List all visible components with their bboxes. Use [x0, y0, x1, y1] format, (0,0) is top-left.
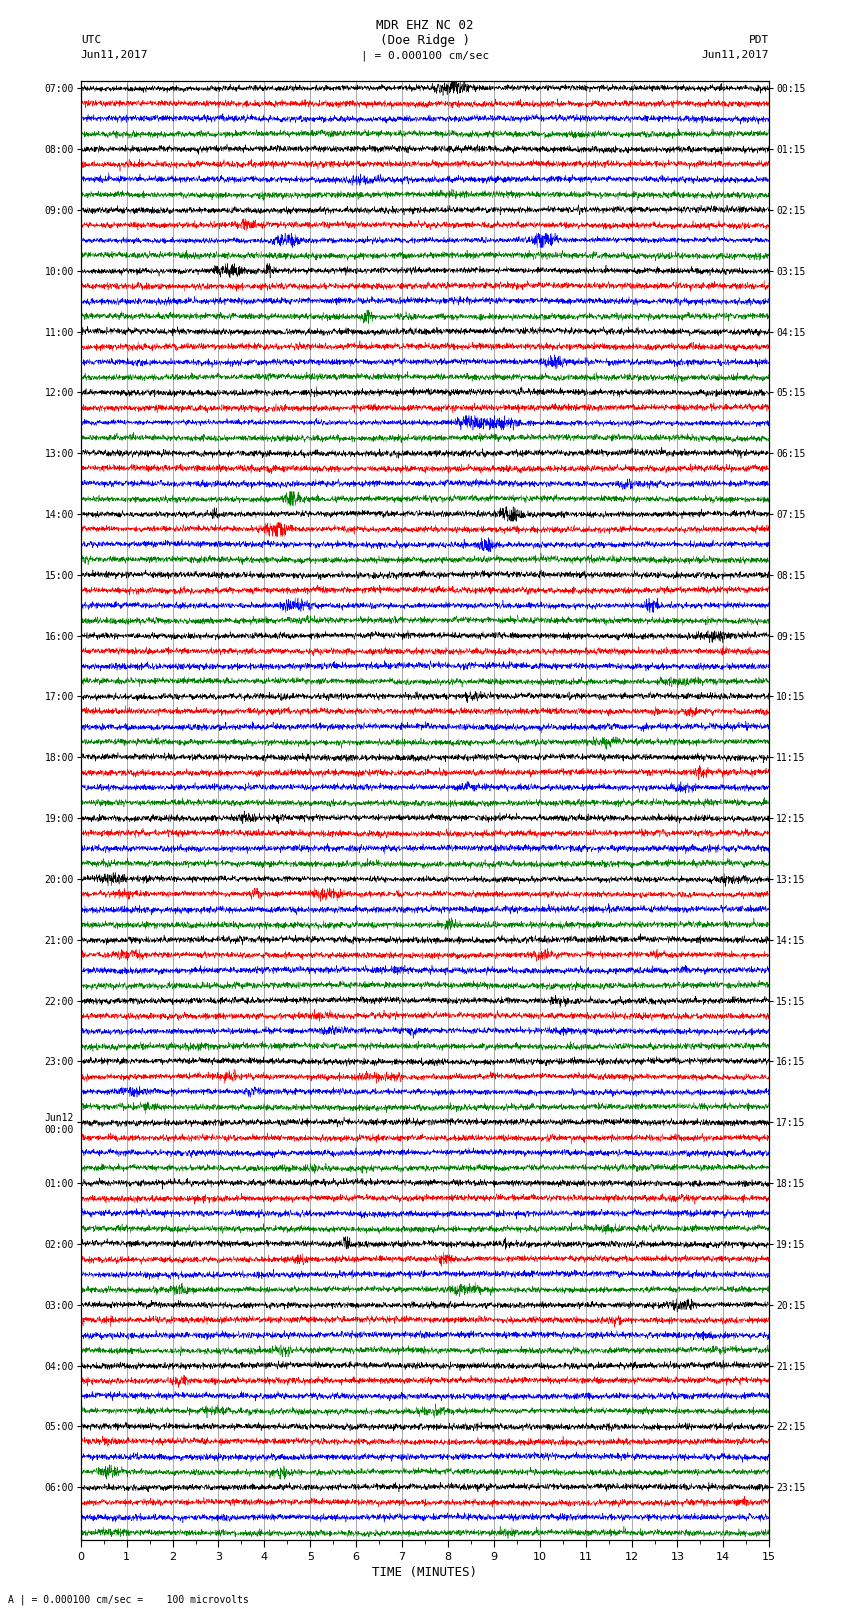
- Text: MDR EHZ NC 02: MDR EHZ NC 02: [377, 19, 473, 32]
- Text: | = 0.000100 cm/sec: | = 0.000100 cm/sec: [361, 50, 489, 61]
- Text: PDT: PDT: [749, 35, 769, 45]
- Text: Jun11,2017: Jun11,2017: [81, 50, 148, 60]
- Text: (Doe Ridge ): (Doe Ridge ): [380, 34, 470, 47]
- Text: Jun11,2017: Jun11,2017: [702, 50, 769, 60]
- Text: UTC: UTC: [81, 35, 101, 45]
- Text: A | = 0.000100 cm/sec =    100 microvolts: A | = 0.000100 cm/sec = 100 microvolts: [8, 1594, 249, 1605]
- X-axis label: TIME (MINUTES): TIME (MINUTES): [372, 1566, 478, 1579]
